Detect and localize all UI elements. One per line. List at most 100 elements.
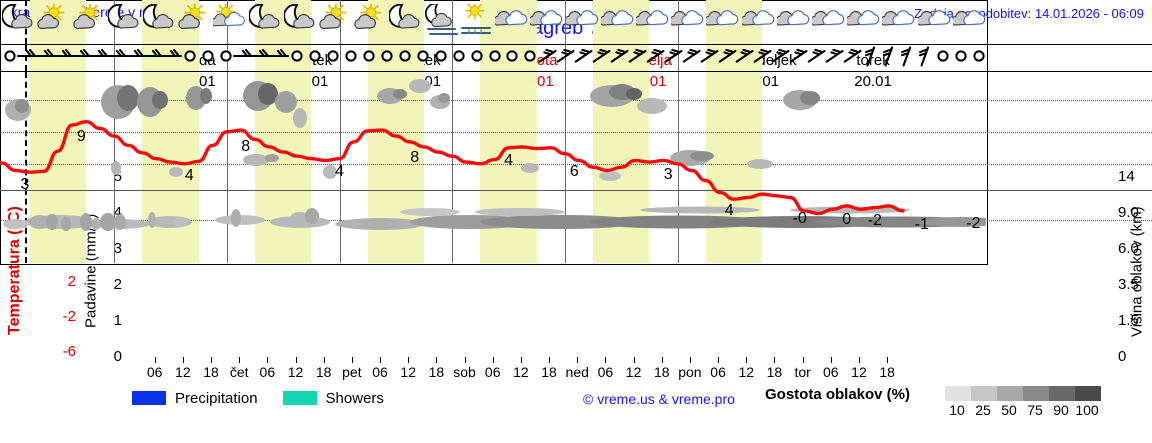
meteogram-plot[interactable]: 3 9 4 8 4 8 4 6 3 4 -0 0 -2 -1 -2: [0, 0, 1152, 265]
time-tick-mark: [689, 357, 691, 363]
temperature-extreme-label: 3: [20, 175, 30, 193]
time-tick: 18: [766, 364, 783, 380]
precipitation-legend: Precipitation Showers: [132, 388, 384, 408]
wind-barb-icon: [681, 46, 703, 68]
daylight-band: [29, 45, 86, 71]
wind-barb-icon: [842, 46, 864, 68]
gridline: [0, 100, 1152, 101]
cloud-density-tick: 100: [1075, 402, 1099, 418]
day-name: torek: [856, 52, 890, 69]
temperature-curve: [0, 120, 905, 216]
wind-barb-icon: [17, 46, 39, 68]
cloud-density-colorbar: [945, 386, 1101, 401]
sun-fog-icon: [460, 4, 494, 40]
wind-calm-icon: [448, 46, 470, 68]
daylight-band: [593, 45, 650, 71]
temperature-extreme-label: 8: [410, 148, 420, 166]
sun-cloud-icon: [178, 4, 212, 40]
wind-barb-icon: [770, 46, 792, 68]
cloud-density-step-100: [1075, 386, 1101, 401]
moon-cloud-icon: [389, 4, 423, 40]
time-tick-mark: [577, 357, 579, 363]
wind-barb-icon: [609, 46, 631, 68]
wind-barb-icon: [699, 46, 721, 68]
day-separator: [226, 72, 228, 263]
gridline: [0, 164, 1152, 165]
wind-calm-icon: [466, 46, 488, 68]
wind-calm-icon: [484, 46, 506, 68]
graph-area: 3 9 4 8 4 8 4 6 3 4 -0 0 -2 -1 -2: [0, 72, 1152, 263]
wind-calm-icon: [376, 46, 398, 68]
temperature-extreme-label: 4: [335, 162, 344, 180]
time-tick: čet: [229, 364, 249, 380]
temperature-extreme-label: 4: [504, 151, 514, 169]
wind-calm-icon: [394, 46, 416, 68]
wind-barb-icon: [232, 46, 255, 68]
time-tick: 06: [259, 364, 276, 380]
clouds-icon: [530, 4, 564, 40]
time-tick-mark: [520, 357, 522, 363]
wind-calm-icon: [304, 46, 326, 68]
cloud-density-step-75: [1023, 386, 1049, 401]
showers-swatch: [282, 391, 317, 405]
wind-calm-icon: [340, 46, 362, 68]
wind-calm-icon: [430, 46, 452, 68]
sun-clouds-icon: [213, 4, 247, 40]
time-tick-mark: [887, 357, 889, 363]
time-tick-mark: [464, 357, 466, 363]
wind-barb-icon: [142, 46, 165, 68]
precipitation-legend-label: Precipitation: [175, 389, 258, 407]
clouds-icon: [952, 4, 987, 40]
time-tick-mark: [436, 357, 438, 363]
clouds-icon: [776, 4, 811, 40]
day-separator: [452, 72, 454, 263]
moon-fog-icon: [424, 4, 459, 40]
temperature-extreme-label: 0: [842, 210, 852, 228]
cloud-density-tick: 50: [1001, 402, 1017, 418]
precipitation-tick: 4: [113, 204, 122, 221]
cloud-density-tick: 25: [975, 402, 991, 418]
temperature-tick: -2: [62, 308, 76, 325]
time-tick: 12: [400, 364, 416, 380]
moon-cloud-icon: [283, 4, 318, 40]
precipitation-tick: 2: [113, 276, 122, 293]
day-separator: [564, 72, 566, 263]
cloud-density-step-90: [1049, 386, 1075, 401]
wind-calm-icon: [932, 46, 954, 68]
temperature-tick: -6: [62, 343, 76, 360]
wind-barb-icon: [124, 46, 147, 68]
sun-cloud-icon: [37, 4, 71, 40]
wind-barb-icon: [35, 46, 57, 68]
temperature-extreme-label: 4: [724, 201, 734, 219]
time-tick: ned: [565, 364, 589, 380]
time-tick-mark: [605, 357, 607, 363]
clouds-icon: [741, 4, 776, 40]
wind-barb-icon: [663, 46, 685, 68]
showers-legend-label: Showers: [325, 389, 384, 407]
clouds-icon: [706, 4, 740, 40]
wind-calm-icon: [519, 46, 541, 68]
clouds-icon: [635, 4, 670, 40]
day-separator: [564, 45, 566, 71]
time-tick-mark: [661, 357, 663, 363]
wind-barb-icon: [645, 46, 667, 68]
precipitation-tick: 0: [113, 348, 122, 365]
copyright-text[interactable]: © vreme.us & vreme.pro: [583, 391, 735, 407]
wind-barb-icon: [824, 46, 846, 68]
day-separator: [452, 0, 454, 44]
time-tick: 12: [738, 364, 755, 380]
day-separator: [677, 45, 679, 71]
weather-icon-row: [0, 0, 1152, 45]
wind-calm-icon: [286, 46, 308, 68]
temperature-tick: 2: [67, 273, 76, 290]
time-tick: 12: [287, 364, 304, 380]
time-tick-mark: [267, 357, 269, 363]
wind-calm-icon: [322, 46, 344, 68]
clouds-icon: [917, 4, 952, 40]
time-tick-mark: [633, 357, 635, 363]
wind-barb-icon: [53, 46, 75, 68]
day-separator: [452, 45, 454, 71]
time-tick: 06: [372, 364, 388, 380]
wind-barb-icon: [717, 46, 739, 68]
gridline: [0, 132, 1152, 133]
